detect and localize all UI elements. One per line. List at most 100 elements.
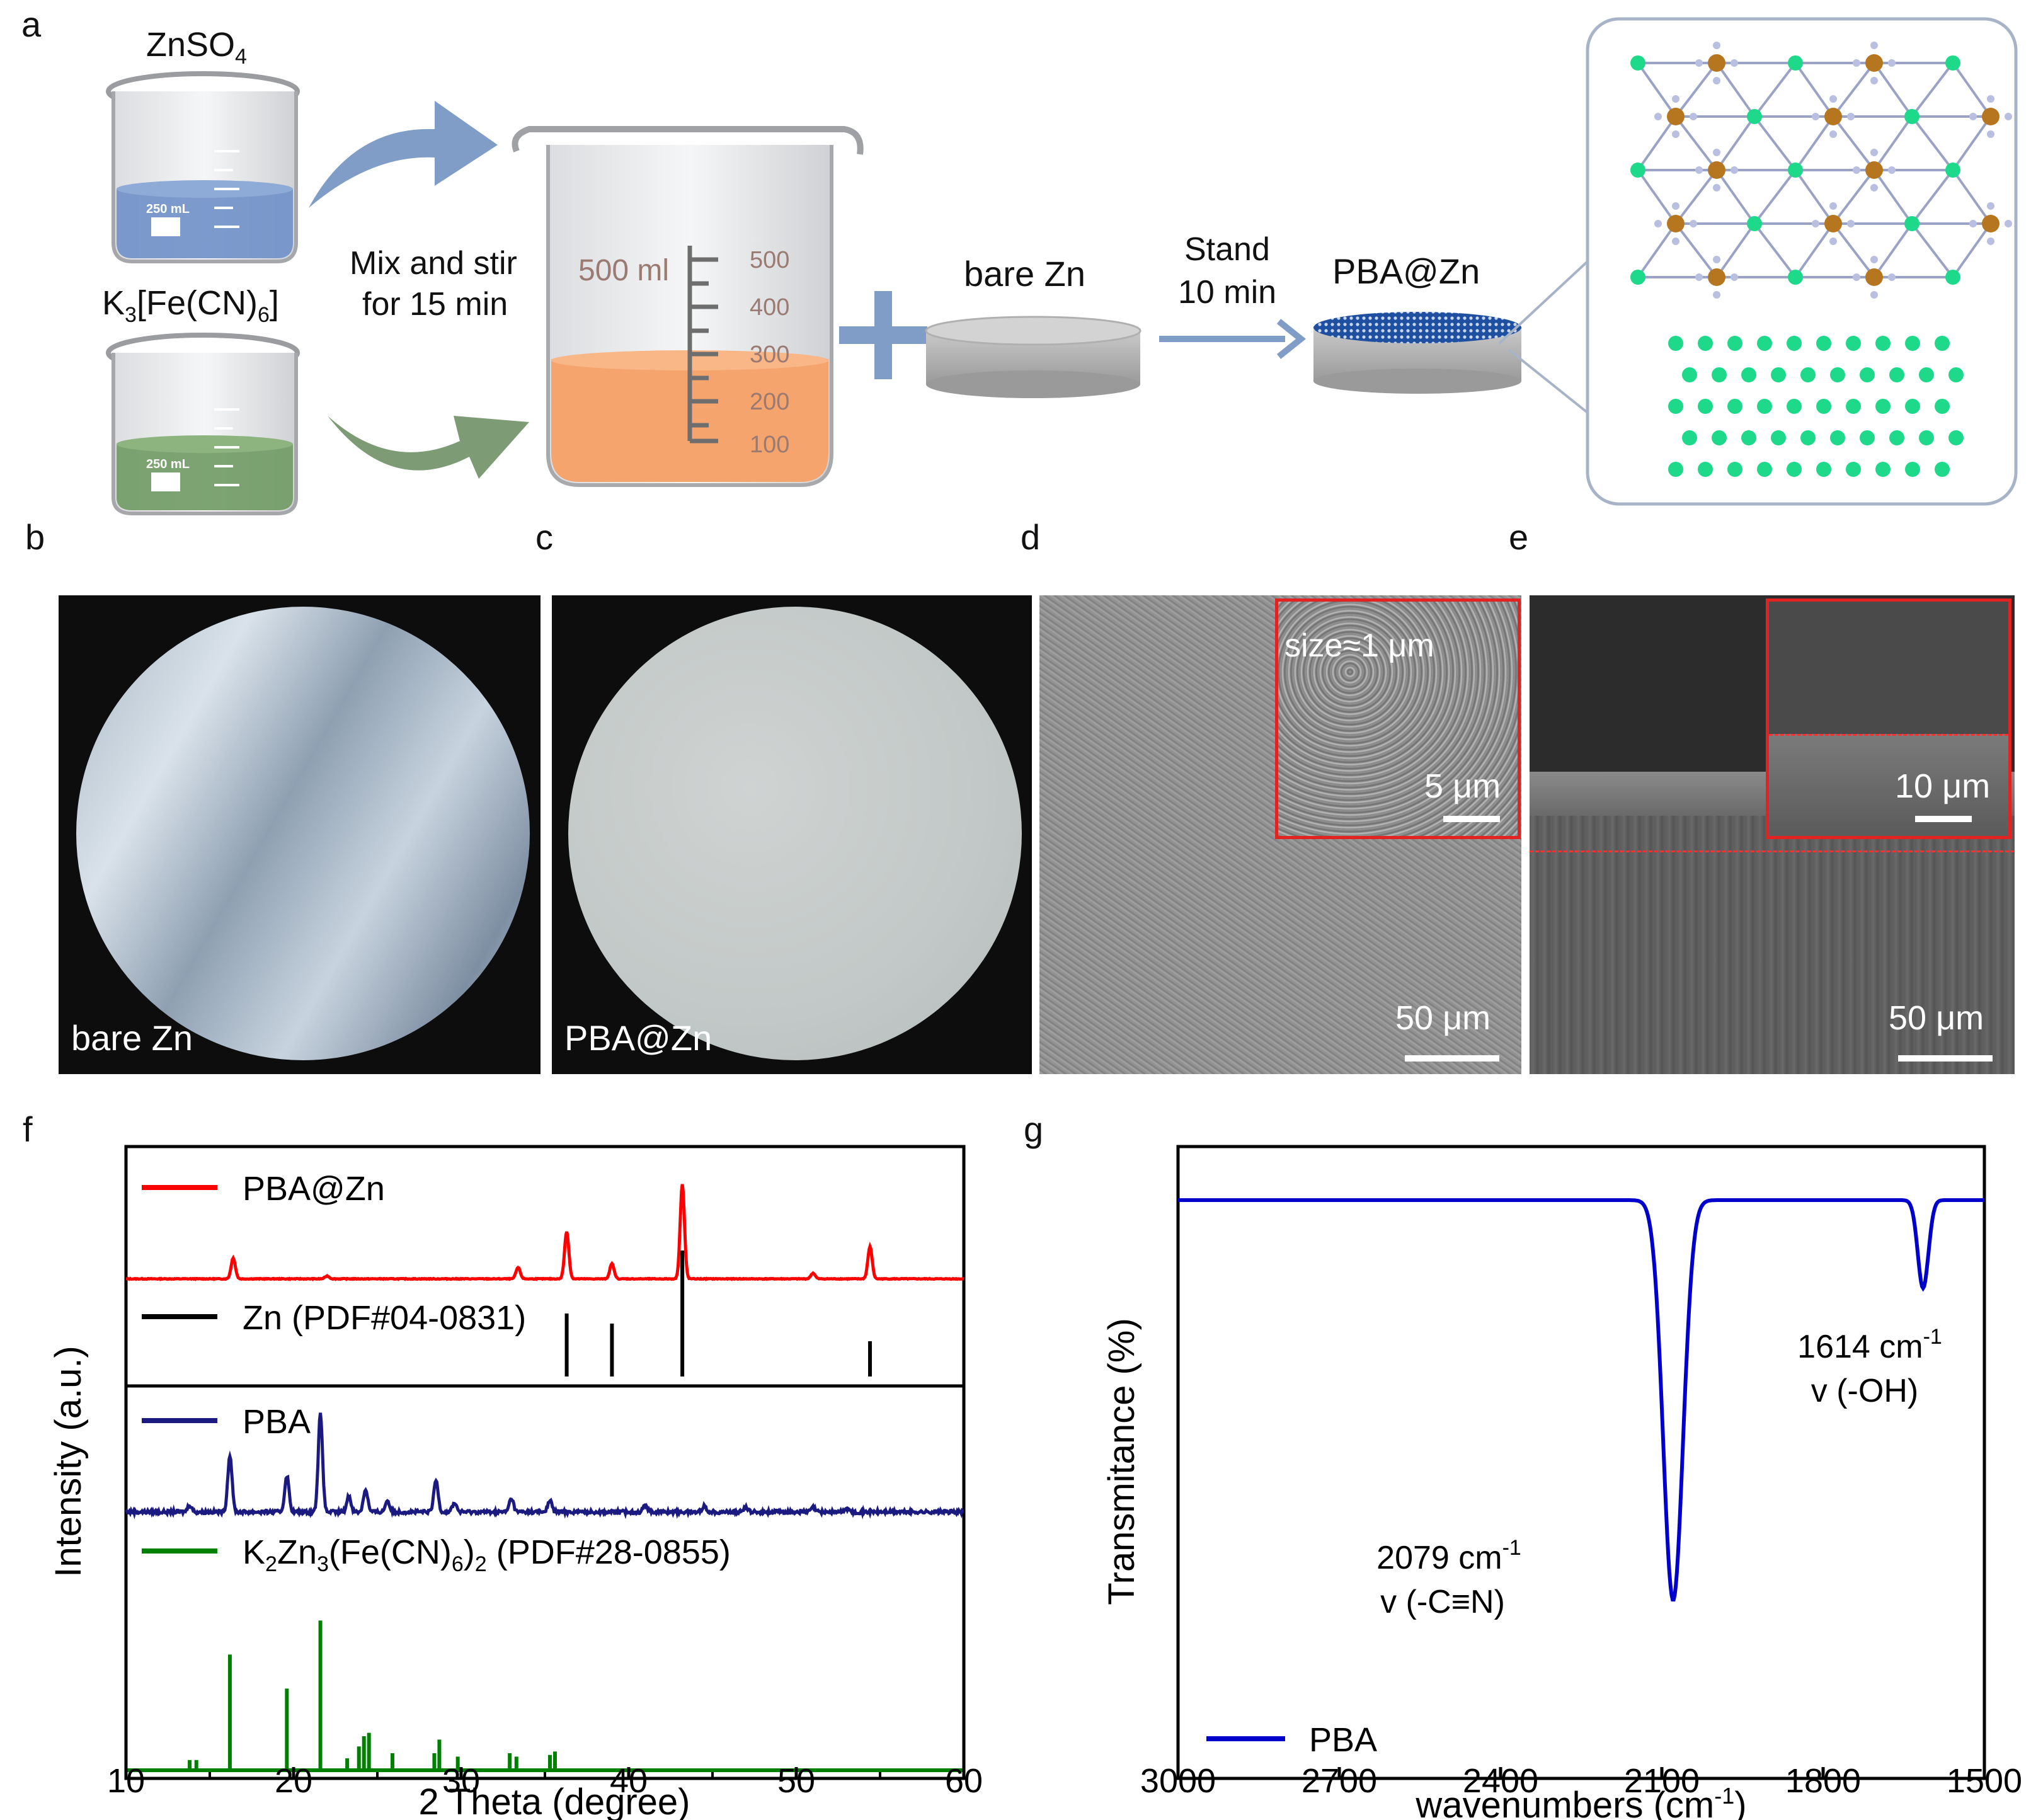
cn-ligand bbox=[1672, 202, 1679, 210]
zn-atom bbox=[1788, 163, 1803, 178]
xrd-line-pba-zn bbox=[125, 1184, 964, 1281]
sem-e-zn-substrate bbox=[1530, 816, 2015, 1074]
cn-ligand bbox=[1987, 202, 1994, 210]
legend-label-ftir-pba: PBA bbox=[1309, 1721, 1377, 1759]
cn-ligand bbox=[1713, 256, 1720, 263]
fe-atom bbox=[1824, 108, 1842, 125]
xrd-ylabel: Intensity (a.u.) bbox=[48, 1346, 89, 1577]
structure-inset bbox=[1586, 17, 2018, 506]
zn-atom bbox=[1945, 55, 1960, 71]
zn-lattice-atom bbox=[1771, 367, 1786, 382]
xrd-xlabel: 2 Theta (degree) bbox=[419, 1782, 690, 1820]
fe-atom bbox=[1708, 161, 1725, 179]
cn-ligand bbox=[1969, 113, 1977, 120]
framework-bond bbox=[1832, 115, 1875, 171]
framework-bond bbox=[1753, 115, 1797, 171]
cn-ligand bbox=[1690, 220, 1697, 227]
cn-ligand bbox=[1847, 113, 1855, 120]
legend-label-zn-ref: Zn (PDF#04-0831) bbox=[243, 1299, 526, 1337]
bare-zn-label: bare Zn bbox=[964, 254, 1085, 294]
cn-ligand bbox=[1731, 59, 1738, 67]
ftir-ylabel: Transmitance (%) bbox=[1101, 1318, 1142, 1605]
zn-lattice-atom bbox=[1682, 367, 1697, 382]
zn-lattice-atom bbox=[1712, 430, 1727, 445]
sem-d-inset-text: size≈1 μm bbox=[1284, 627, 1434, 664]
framework-bond bbox=[1952, 222, 1992, 278]
cn-ligand bbox=[1870, 256, 1878, 263]
xrd-xtick-label: 20 bbox=[275, 1762, 312, 1800]
cn-ligand bbox=[1987, 130, 1994, 138]
ftir-annot-1614: 1614 cm-1 bbox=[1797, 1325, 1942, 1365]
cn-ligand bbox=[2005, 113, 2012, 120]
panel-label-a: a bbox=[21, 4, 42, 44]
pba-zn-disk bbox=[1313, 312, 1521, 394]
zn-lattice-atom bbox=[1830, 367, 1845, 382]
beaker-k3fecn6 bbox=[106, 333, 300, 515]
cn-ligand bbox=[1654, 113, 1662, 120]
fe-atom bbox=[1865, 161, 1883, 179]
zn-lattice-atom bbox=[1741, 430, 1756, 445]
pba-framework-structure bbox=[1630, 42, 2012, 299]
zn-disc-bare bbox=[76, 607, 530, 1060]
framework-bond bbox=[1911, 222, 1954, 278]
zn-lattice-atom bbox=[1682, 430, 1697, 445]
pba-zn-label: PBA@Zn bbox=[1332, 251, 1480, 291]
zn-lattice-atom bbox=[1905, 336, 1920, 351]
framework-bond bbox=[1637, 169, 1677, 225]
xrd-plot-frame bbox=[124, 1145, 966, 1780]
fe-atom bbox=[1708, 54, 1725, 72]
framework-bond bbox=[1911, 62, 1954, 118]
zn-lattice-atom bbox=[1727, 336, 1742, 351]
sem-top-view: size≈1 μm 5 μm 50 μm bbox=[1039, 595, 1521, 1074]
cn-ligand bbox=[1870, 77, 1878, 84]
fe-atom bbox=[1824, 215, 1842, 232]
zn-atom bbox=[1630, 55, 1645, 71]
sem-e-inset-scale-text: 10 μm bbox=[1895, 767, 1991, 805]
cn-ligand bbox=[1654, 220, 1662, 227]
synthesis-schematic: 250 mL 250 mL 500 ml 500 400 300 bbox=[106, 17, 2018, 515]
cn-ligand bbox=[1870, 184, 1878, 192]
cn-ligand bbox=[1812, 113, 1819, 120]
fe-atom bbox=[1982, 108, 2000, 125]
panel-label-d: d bbox=[1021, 517, 1041, 557]
zn-lattice-atom bbox=[1816, 462, 1831, 477]
panel-label-c: c bbox=[535, 517, 553, 557]
framework-bond bbox=[1832, 169, 1875, 225]
zn-lattice-atom bbox=[1698, 462, 1713, 477]
panel-label-e: e bbox=[1509, 517, 1529, 557]
ftir-xtick-label: 2100 bbox=[1624, 1762, 1700, 1800]
ftir-xtick-label: 2400 bbox=[1463, 1762, 1538, 1800]
cn-ligand bbox=[1672, 130, 1679, 138]
znso4-label: ZnSO4 bbox=[146, 26, 247, 69]
cn-ligand bbox=[1713, 149, 1720, 156]
zn-lattice-atom bbox=[1830, 430, 1845, 445]
stand-step-line2: 10 min bbox=[1178, 274, 1277, 311]
cn-ligand bbox=[1731, 166, 1738, 174]
panel-label-g: g bbox=[1024, 1109, 1044, 1149]
ftir-xtick-label: 2700 bbox=[1302, 1762, 1377, 1800]
zn-atom bbox=[1630, 270, 1645, 285]
sem-d-inset-scale-text: 5 μm bbox=[1424, 767, 1501, 805]
cn-ligand bbox=[1969, 220, 1977, 227]
zn-lattice-atom bbox=[1727, 462, 1742, 477]
zn-lattice-atom bbox=[1668, 336, 1683, 351]
zn-lattice-atom bbox=[1935, 399, 1950, 414]
ftir-xtick-label: 1800 bbox=[1785, 1762, 1861, 1800]
photo-c-caption: PBA@Zn bbox=[564, 1018, 712, 1058]
cn-ligand bbox=[1853, 166, 1860, 174]
cn-ligand bbox=[1713, 184, 1720, 192]
sem-d-scale-bar bbox=[1405, 1055, 1499, 1062]
framework-bond bbox=[1832, 222, 1875, 278]
zn-atom bbox=[1788, 55, 1803, 71]
framework-bond bbox=[1911, 169, 1954, 225]
legend-label-k2zn3: K2Zn3(Fe(CN)6)2 (PDF#28-0855) bbox=[243, 1533, 731, 1576]
cn-ligand bbox=[1829, 238, 1837, 245]
zn-lattice-atom bbox=[1816, 336, 1831, 351]
big-beaker-tick-300: 300 bbox=[750, 341, 789, 368]
ftir-annot-oh: v (-OH) bbox=[1811, 1373, 1918, 1409]
photo-bare-zn: bare Zn bbox=[59, 595, 541, 1074]
fe-atom bbox=[1982, 215, 2000, 232]
cn-ligand bbox=[1695, 166, 1703, 174]
zn-atom bbox=[1747, 216, 1762, 231]
zn-lattice-atom bbox=[1757, 462, 1772, 477]
